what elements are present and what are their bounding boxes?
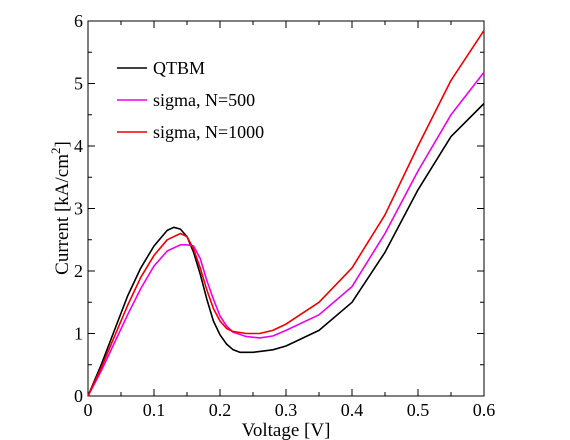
series-line-1 [87,71,485,397]
series-line-2 [87,29,485,397]
legend-label-2: sigma, N=1000 [153,122,264,142]
x-tick-label: 0.1 [143,400,166,420]
x-tick-label: 0 [84,400,93,420]
legend-label-1: sigma, N=500 [153,90,255,110]
y-axis-title-close: ] [52,141,73,147]
x-axis-title: Voltage [V] [242,420,331,440]
y-tick-label: 4 [74,136,83,156]
x-tick-label: 0.6 [473,400,496,420]
y-axis-title-main: Current [kA/cm [52,154,73,275]
x-tick-label: 0.5 [407,400,430,420]
x-tick-label: 0.3 [275,400,298,420]
y-axis-title-superscript: 2 [48,148,63,155]
x-tick-label: 0.4 [341,400,364,420]
y-tick-label: 6 [74,11,83,31]
axis-ticks: 0 0.1 0.2 0.3 0.4 0.5 0.6 0 1 2 3 4 5 6 [74,11,495,420]
series-line-0 [87,102,485,397]
legend: QTBM sigma, N=500 sigma, N=1000 [117,58,264,142]
y-axis-title: Current [kA/cm2] [48,141,73,275]
y-tick-label: 5 [74,74,83,94]
y-tick-label: 1 [74,324,83,344]
y-tick-label: 2 [74,261,83,281]
x-tick-label: 0.2 [209,400,232,420]
y-tick-label: 0 [74,386,83,406]
series-layer [87,29,485,397]
legend-label-0: QTBM [153,58,205,78]
y-tick-label: 3 [74,199,83,219]
plot-frame [87,20,485,397]
